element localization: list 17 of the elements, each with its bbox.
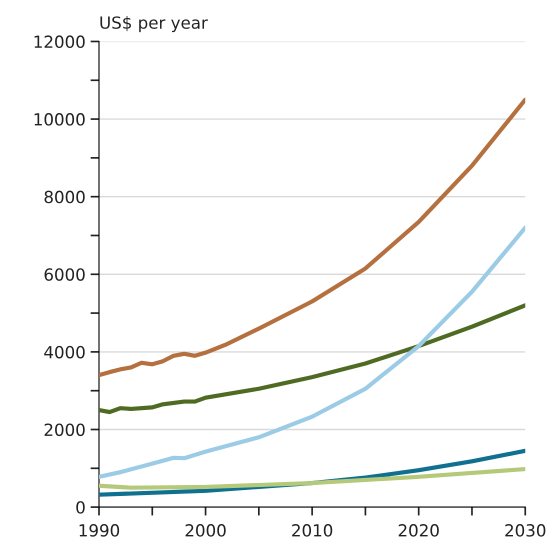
y-tick-label: 4000	[44, 346, 85, 358]
x-tick-label: 1990	[80, 524, 120, 537]
y-axis-title: US$ per year	[100, 16, 208, 32]
line-series	[99, 303, 526, 414]
y-tick-label: 2000	[44, 423, 85, 436]
y-tick-label: 0	[76, 501, 85, 514]
x-tick-label: 2030	[505, 524, 546, 537]
x-tick-label: 2010	[292, 524, 332, 537]
y-tick-label: 10000	[34, 113, 85, 126]
line-series	[99, 98, 526, 378]
line-series	[99, 466, 526, 490]
line-series	[99, 226, 526, 479]
y-tick-label: 12000	[34, 35, 85, 48]
x-tick-label: 2020	[398, 524, 439, 537]
y-tick-label: 6000	[44, 268, 85, 281]
y-tick-label: 8000	[44, 190, 85, 204]
x-tick-label: 2000	[186, 524, 226, 537]
